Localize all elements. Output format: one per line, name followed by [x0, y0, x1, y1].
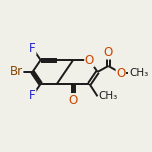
- Text: O: O: [116, 67, 125, 79]
- Text: F: F: [29, 42, 36, 55]
- Text: O: O: [85, 54, 94, 67]
- Text: O: O: [104, 46, 113, 59]
- Text: Br: Br: [10, 66, 23, 78]
- Text: CH₃: CH₃: [130, 68, 149, 78]
- Text: F: F: [29, 89, 36, 102]
- Text: CH₃: CH₃: [99, 91, 118, 101]
- Text: O: O: [69, 94, 78, 107]
